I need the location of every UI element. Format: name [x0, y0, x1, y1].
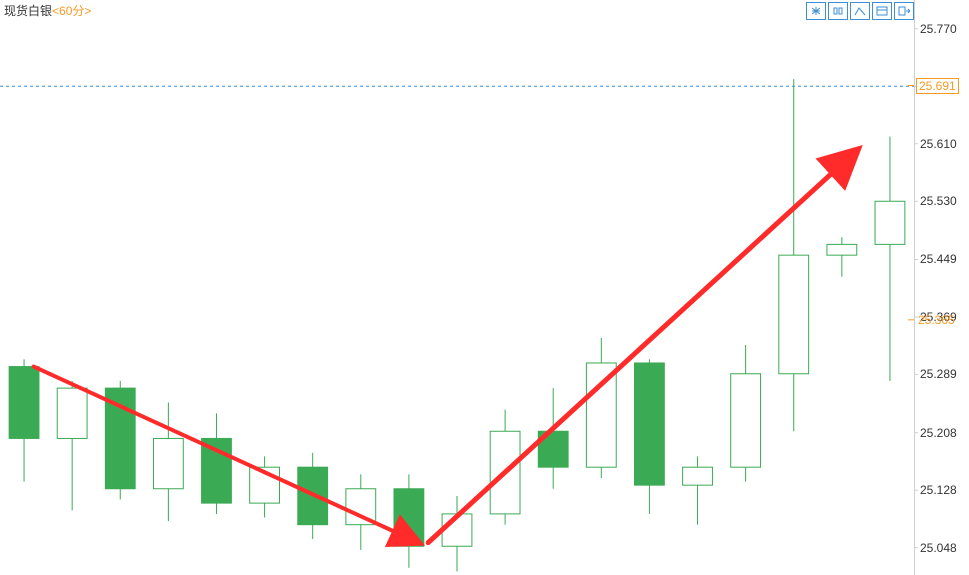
settings-icon[interactable] [872, 2, 892, 20]
y-tick-label: 25.208 [920, 426, 957, 440]
y-tick-label: 25.449 [920, 252, 957, 266]
crosshair-icon[interactable] [850, 2, 870, 20]
y-tick-label: 25.289 [920, 367, 957, 381]
y-tick-label: 25.770 [920, 22, 957, 36]
timeframe-label: <60分> [52, 4, 91, 18]
y-axis: 25.04825.12825.20825.28925.36925.44925.5… [914, 0, 969, 575]
chart-title: 现货白银<60分> [4, 2, 91, 19]
y-tick-label: 25.610 [920, 137, 957, 151]
y-tick-label: 25.048 [920, 541, 957, 555]
chart-container: 现货白银<60分> 25.04825.12825.20825.28925.369… [0, 0, 969, 575]
instrument-name: 现货白银 [4, 4, 52, 18]
y-tick-label: 25.530 [920, 194, 957, 208]
fullscreen-icon[interactable] [806, 2, 826, 20]
export-icon[interactable] [894, 2, 914, 20]
candlestick-plot[interactable] [0, 0, 969, 575]
chart-toolbar [806, 2, 914, 20]
reset-axes-icon[interactable] [828, 2, 848, 20]
price-marker: 25.365 [916, 313, 957, 327]
y-tick-label: 25.128 [920, 483, 957, 497]
price-marker: 25.691 [916, 78, 959, 94]
